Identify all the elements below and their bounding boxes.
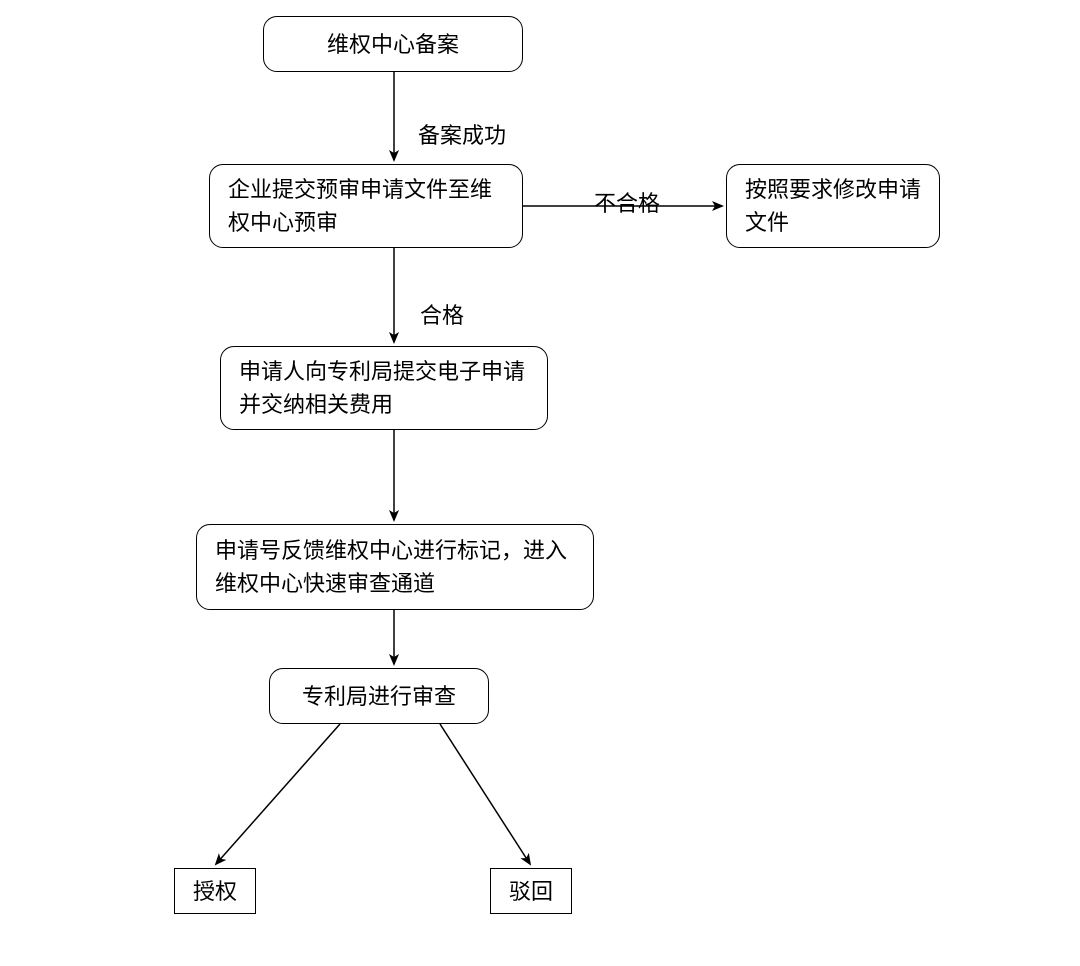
edge-label-registration-success: 备案成功 xyxy=(418,118,506,150)
edge-n6-n8 xyxy=(440,724,530,864)
edge-label-qualified: 合格 xyxy=(420,298,464,330)
node-patent-review: 专利局进行审查 xyxy=(269,668,489,724)
node-submit-electronic: 申请人向专利局提交电子申请并交纳相关费用 xyxy=(220,346,548,430)
node-modify-docs: 按照要求修改申请文件 xyxy=(726,164,940,248)
node-label: 驳回 xyxy=(509,875,553,908)
node-authorized: 授权 xyxy=(174,868,256,914)
edge-label-unqualified: 不合格 xyxy=(594,186,660,218)
node-label: 申请人向专利局提交电子申请并交纳相关费用 xyxy=(239,355,529,421)
node-rejected: 驳回 xyxy=(490,868,572,914)
node-label: 企业提交预审申请文件至维权中心预审 xyxy=(228,173,504,239)
node-label: 申请号反馈维权中心进行标记，进入维权中心快速审查通道 xyxy=(215,534,575,600)
node-submit-preexam: 企业提交预审申请文件至维权中心预审 xyxy=(209,164,523,248)
edge-n6-n7 xyxy=(216,724,340,864)
node-feedback-mark: 申请号反馈维权中心进行标记，进入维权中心快速审查通道 xyxy=(196,524,594,610)
node-label: 专利局进行审查 xyxy=(302,680,456,713)
node-label: 维权中心备案 xyxy=(327,28,459,61)
edges-layer xyxy=(0,0,1080,966)
node-label: 授权 xyxy=(193,875,237,908)
node-registration: 维权中心备案 xyxy=(263,16,523,72)
node-label: 按照要求修改申请文件 xyxy=(745,173,921,239)
